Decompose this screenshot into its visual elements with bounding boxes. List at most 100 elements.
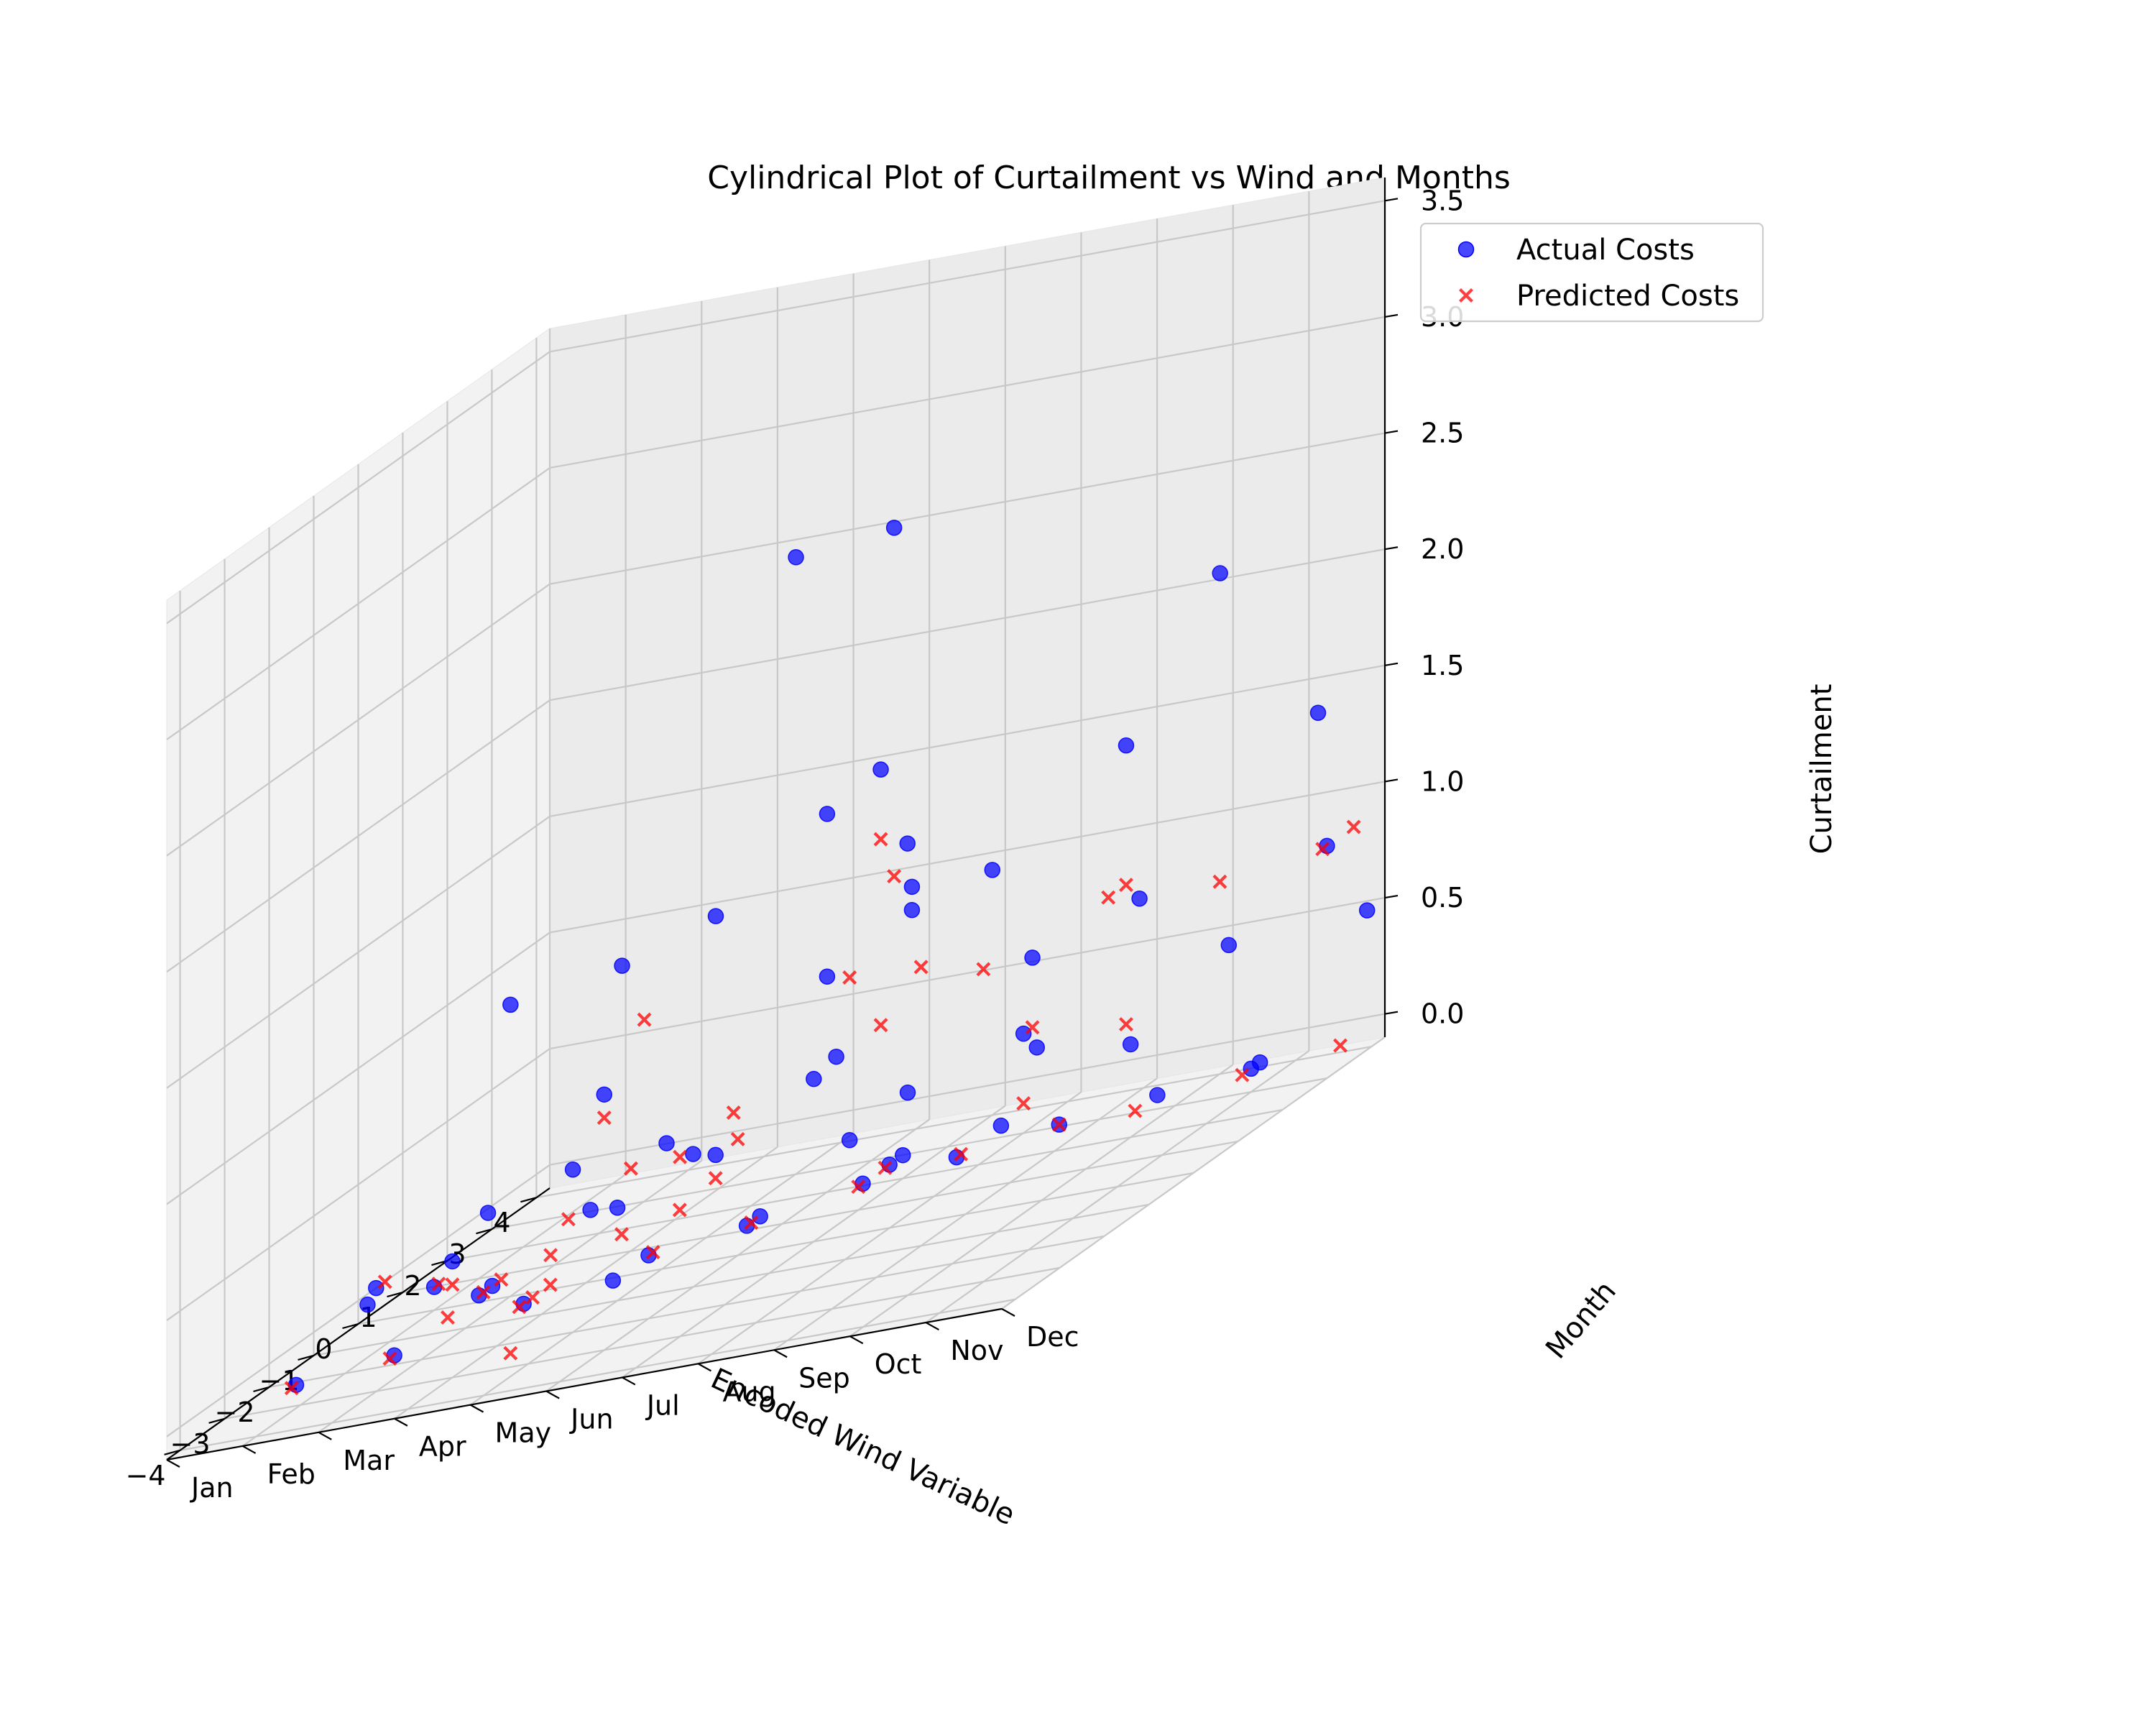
predicted-cost-point bbox=[1346, 819, 1361, 834]
actual-cost-point bbox=[895, 1146, 911, 1164]
actual-cost-point bbox=[1015, 1025, 1032, 1042]
x-tick-mark bbox=[476, 1228, 492, 1235]
z-tick-label: 2.0 bbox=[1421, 533, 1464, 565]
actual-cost-point bbox=[752, 1208, 768, 1225]
z-gridline-left bbox=[166, 815, 550, 1089]
z-gridline-back bbox=[549, 896, 1386, 1050]
z-tick-label: 0.5 bbox=[1421, 882, 1464, 914]
predicted-cost-point bbox=[1025, 1020, 1040, 1035]
actual-cost-point bbox=[1149, 1087, 1166, 1103]
predicted-cost-point bbox=[954, 1146, 969, 1162]
x-tick-label: −4 bbox=[126, 1460, 166, 1491]
z-tick-label: 0.0 bbox=[1421, 998, 1464, 1030]
x-tick-label: 0 bbox=[315, 1333, 332, 1365]
predicted-cost-point bbox=[476, 1284, 491, 1300]
z-tick-label: 2.5 bbox=[1421, 418, 1464, 449]
actual-cost-point bbox=[841, 1132, 858, 1149]
y-gridline-floor bbox=[697, 1091, 1082, 1365]
z-gridline-back bbox=[549, 200, 1386, 353]
z-gridline-back bbox=[549, 781, 1386, 934]
actual-cost-point bbox=[582, 1202, 599, 1218]
actual-cost-point bbox=[819, 968, 836, 985]
actual-cost-point bbox=[903, 878, 921, 896]
y-tick-label: Apr bbox=[419, 1431, 466, 1463]
x-tick-mark bbox=[208, 1417, 225, 1424]
x-gridline-floor bbox=[180, 1298, 1015, 1451]
y-gridline-floor bbox=[622, 1105, 1006, 1379]
predicted-cost-point bbox=[543, 1277, 558, 1292]
predicted-cost-point bbox=[494, 1272, 509, 1287]
actual-cost-point bbox=[1028, 1039, 1046, 1056]
z-gridline-left bbox=[166, 1048, 550, 1321]
predicted-cost-point bbox=[596, 1110, 612, 1126]
actual-cost-point bbox=[484, 1277, 501, 1294]
x-tick-mark bbox=[164, 1449, 180, 1455]
z-tick-label: 1.5 bbox=[1421, 650, 1464, 681]
y-gridline-floor bbox=[242, 1174, 627, 1447]
z-tick-mark bbox=[1384, 430, 1399, 434]
predicted-cost-point bbox=[873, 832, 888, 847]
actual-cost-point bbox=[658, 1135, 675, 1151]
actual-cost-point bbox=[1220, 937, 1238, 954]
predicted-cost-point bbox=[726, 1105, 741, 1120]
actual-cost-point bbox=[828, 1048, 844, 1065]
y-gridline-floor bbox=[469, 1132, 854, 1406]
y-gridline-floor bbox=[849, 1064, 1234, 1338]
x-tick-mark bbox=[342, 1322, 359, 1330]
z-tick-mark bbox=[1384, 546, 1399, 551]
predicted-cost-point bbox=[645, 1245, 660, 1260]
predicted-cost-point bbox=[512, 1300, 527, 1315]
predicted-cost-point bbox=[744, 1215, 759, 1230]
y-tick-mark bbox=[697, 1363, 711, 1372]
x-gridline-floor bbox=[313, 1203, 1149, 1357]
z-gridline-back bbox=[549, 432, 1386, 585]
y-tick-mark bbox=[925, 1322, 939, 1331]
actual-cost-point bbox=[984, 862, 1001, 878]
x-gridline-floor bbox=[402, 1140, 1238, 1294]
y-tick-mark bbox=[849, 1335, 864, 1345]
actual-cost-point bbox=[1131, 890, 1148, 907]
actual-cost-point bbox=[596, 1086, 613, 1103]
predicted-cost-point bbox=[1315, 842, 1330, 857]
actual-cost-point bbox=[992, 1117, 1010, 1134]
data-points bbox=[284, 519, 1376, 1396]
y-tick-mark bbox=[318, 1431, 332, 1440]
predicted-cost-point bbox=[672, 1202, 687, 1218]
y-tick-mark bbox=[1001, 1308, 1015, 1317]
actual-cost-point bbox=[502, 996, 519, 1013]
y-gridline-floor bbox=[318, 1159, 702, 1433]
z-tick-mark bbox=[1384, 198, 1399, 202]
predicted-cost-point bbox=[913, 960, 929, 975]
y-tick-mark bbox=[394, 1417, 408, 1427]
x-tick-label: −3 bbox=[170, 1428, 211, 1460]
z-tick-mark bbox=[1384, 778, 1399, 783]
predicted-cost-point bbox=[1212, 874, 1227, 889]
actual-cost-point bbox=[899, 1084, 916, 1101]
actual-cost-point bbox=[1212, 565, 1228, 581]
y-tick-label: Jan bbox=[190, 1472, 234, 1504]
predicted-cost-point bbox=[377, 1274, 392, 1289]
predicted-cost-point bbox=[525, 1290, 540, 1305]
x-tick-mark bbox=[298, 1354, 314, 1361]
z-tick-mark bbox=[1384, 662, 1399, 666]
actual-cost-point bbox=[707, 908, 724, 924]
predicted-cost-point bbox=[637, 1012, 652, 1027]
actual-cost-point bbox=[872, 761, 889, 778]
y-tick-mark bbox=[545, 1390, 560, 1399]
actual-cost-point bbox=[1122, 1036, 1139, 1053]
actual-cost-point bbox=[444, 1253, 461, 1270]
actual-cost-point bbox=[819, 806, 836, 822]
month-axis-line bbox=[166, 1307, 1003, 1461]
actual-cost-point bbox=[707, 1146, 724, 1164]
actual-cost-point bbox=[359, 1296, 376, 1313]
x-gridline-floor bbox=[358, 1172, 1194, 1325]
y-tick-label: Oct bbox=[875, 1348, 922, 1380]
z-tick-mark bbox=[1384, 1011, 1399, 1015]
x-tick-label: 4 bbox=[493, 1207, 510, 1238]
z-gridline-back bbox=[549, 1013, 1386, 1166]
z-tick-mark bbox=[1384, 313, 1399, 318]
y-tick-label: May bbox=[495, 1417, 552, 1449]
actual-cost-point bbox=[604, 1272, 622, 1289]
